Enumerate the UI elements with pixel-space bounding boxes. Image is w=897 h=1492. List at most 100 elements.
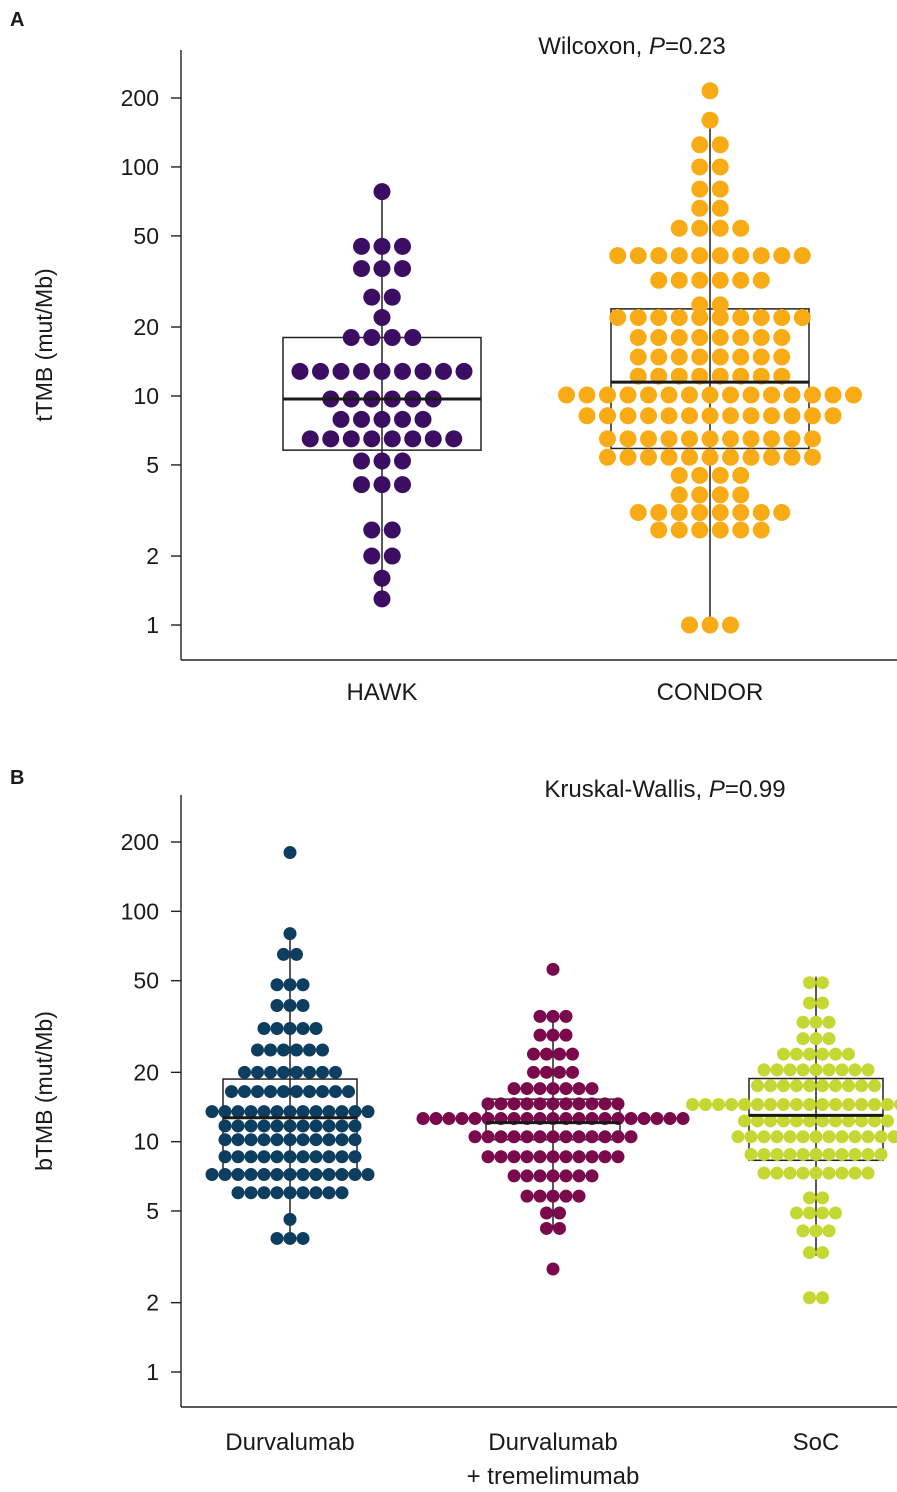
data-point: [231, 1133, 245, 1147]
data-point: [251, 1085, 264, 1099]
data-point: [835, 1147, 849, 1161]
data-point: [290, 1043, 303, 1057]
data-point: [257, 1105, 271, 1119]
data-point: [533, 1097, 547, 1111]
data-point: [481, 1150, 495, 1164]
data-point: [816, 1047, 829, 1061]
data-point: [809, 1063, 823, 1077]
data-point: [711, 199, 729, 217]
data-point: [598, 1130, 612, 1144]
data-point: [546, 1082, 560, 1096]
data-point: [691, 219, 709, 237]
stat-p-symbol: P: [649, 33, 665, 60]
data-point: [874, 1147, 888, 1161]
data-point: [414, 362, 432, 380]
data-point: [566, 1065, 579, 1079]
data-point: [751, 1114, 764, 1128]
data-point: [598, 1097, 612, 1111]
data-point: [848, 1130, 862, 1144]
data-point: [218, 1133, 232, 1147]
data-point: [414, 410, 432, 428]
data-point: [848, 1063, 862, 1077]
data-point: [640, 430, 657, 448]
data-point: [829, 1206, 842, 1220]
data-point: [520, 1130, 534, 1144]
data-point: [829, 1098, 842, 1112]
data-point: [270, 978, 284, 992]
data-point: [404, 329, 422, 347]
data-point: [283, 846, 297, 860]
data-point: [481, 1097, 495, 1111]
data-point: [404, 430, 422, 448]
data-point: [578, 407, 596, 425]
data-point: [619, 430, 637, 448]
data-point: [691, 199, 709, 217]
data-point: [770, 1166, 784, 1180]
data-point: [752, 329, 770, 347]
data-point: [691, 247, 709, 265]
data-point: [290, 947, 303, 961]
data-point: [455, 1112, 469, 1126]
data-point: [742, 407, 760, 425]
data-point: [629, 247, 647, 265]
data-point: [507, 1130, 521, 1144]
data-point: [691, 521, 709, 539]
data-point: [783, 1147, 797, 1161]
data-point: [322, 1119, 336, 1133]
data-point: [322, 1168, 336, 1182]
data-point: [770, 1063, 784, 1077]
data-point: [309, 1168, 323, 1182]
data-point: [332, 410, 350, 428]
data-point: [363, 430, 381, 448]
data-point: [553, 1065, 566, 1079]
stat-test-name: Kruskal-Wallis,: [544, 776, 708, 803]
data-point: [822, 1063, 836, 1077]
data-point: [494, 1097, 508, 1111]
data-point: [348, 1168, 362, 1182]
data-point: [711, 219, 729, 237]
data-point: [816, 996, 829, 1010]
data-point: [329, 1065, 342, 1079]
data-point: [822, 1130, 836, 1144]
data-point: [520, 1150, 534, 1164]
data-point: [701, 407, 719, 425]
data-point: [624, 1112, 638, 1126]
data-point: [629, 348, 647, 366]
data-point: [309, 1119, 323, 1133]
data-point: [793, 247, 811, 265]
data-point: [809, 1130, 823, 1144]
data-point: [332, 362, 350, 380]
data-point: [585, 1130, 599, 1144]
data-point: [816, 1114, 829, 1128]
data-point: [599, 430, 616, 448]
data-point: [764, 1079, 777, 1093]
data-point: [445, 430, 463, 448]
data-point: [335, 1150, 349, 1164]
data-point: [257, 1119, 271, 1133]
data-point: [546, 1262, 560, 1276]
data-point: [559, 1150, 573, 1164]
data-point: [383, 329, 401, 347]
data-point: [383, 288, 401, 306]
data-point: [842, 1098, 855, 1112]
data-point: [290, 1065, 303, 1079]
data-point: [303, 1043, 316, 1057]
data-point: [231, 1105, 245, 1119]
y-tick-label: 5: [146, 452, 159, 478]
data-point: [244, 1168, 258, 1182]
data-point: [429, 1112, 443, 1126]
data-point: [599, 448, 616, 466]
data-point: [394, 362, 411, 380]
data-point: [711, 486, 729, 504]
data-point: [290, 1085, 303, 1099]
y-tick-label: 200: [121, 85, 159, 111]
data-point: [809, 1166, 823, 1180]
data-point: [835, 1063, 849, 1077]
data-point: [660, 448, 678, 466]
data-point: [546, 1097, 560, 1111]
data-point: [816, 1191, 829, 1205]
y-tick-label: 10: [133, 383, 159, 409]
y-tick-label: 100: [121, 898, 159, 924]
y-tick-label: 2: [146, 543, 159, 569]
data-point: [752, 367, 770, 385]
